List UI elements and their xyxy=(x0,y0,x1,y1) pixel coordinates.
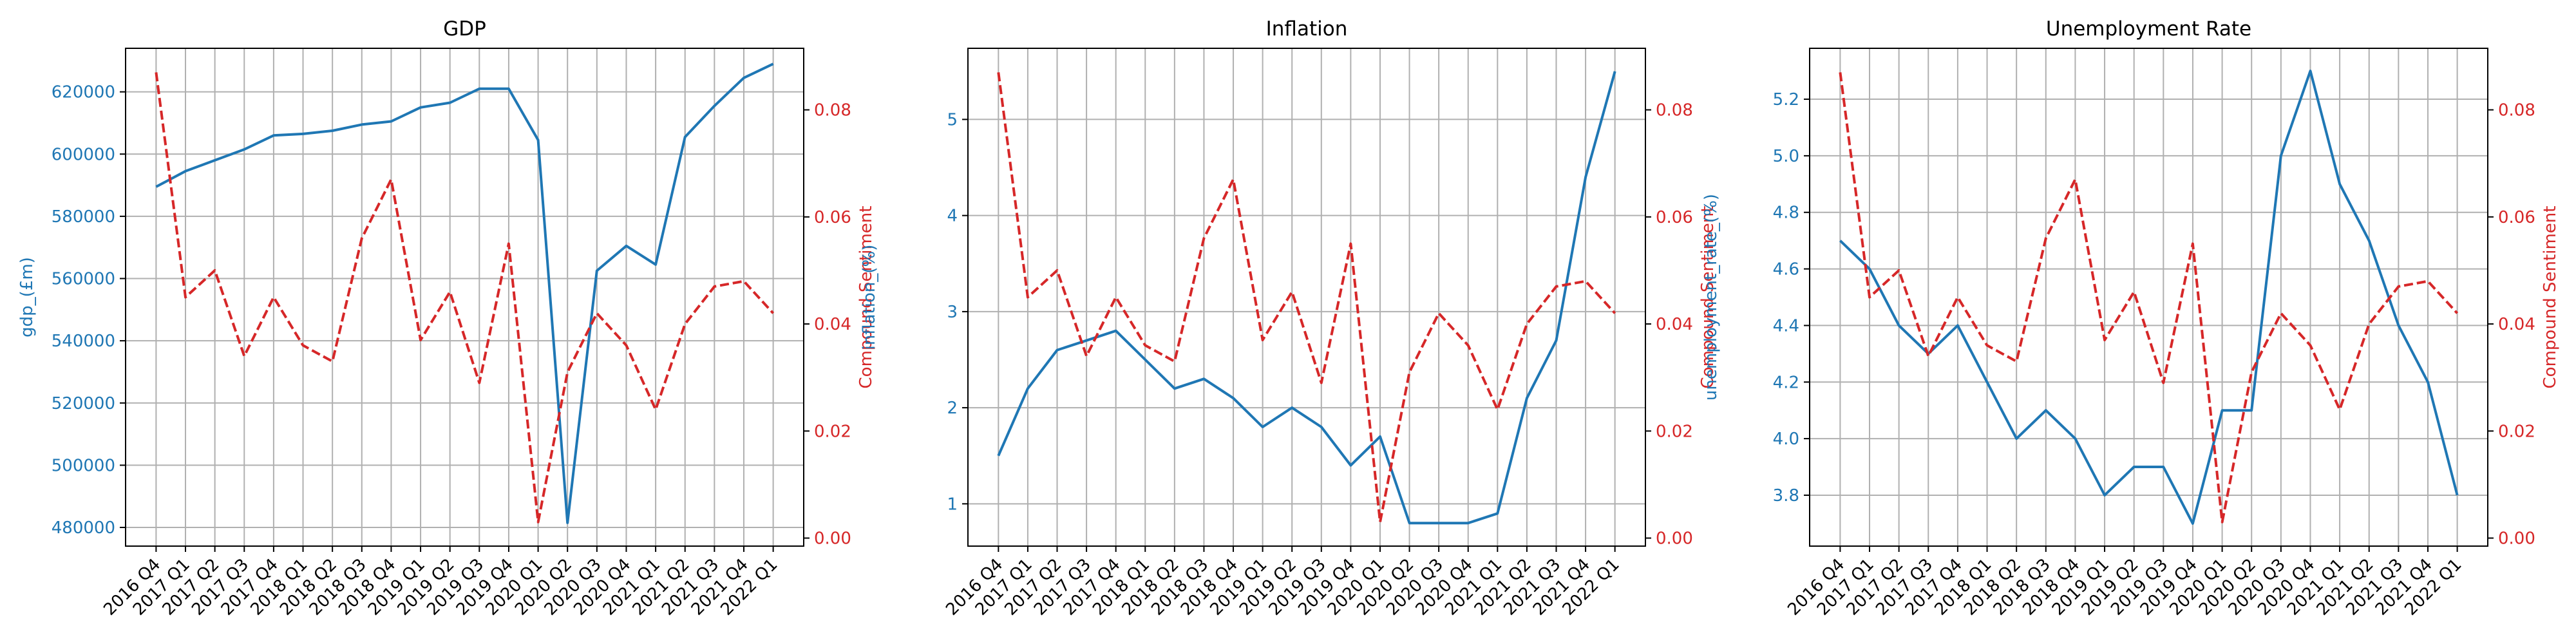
y-axis-label: inflation_(%) xyxy=(860,245,879,350)
y2-tick-label: 0.08 xyxy=(1656,101,1693,120)
sentiment-line xyxy=(1839,72,2459,524)
y-tick-label: 560000 xyxy=(52,270,115,289)
indicator-line xyxy=(1839,70,2459,525)
y-tick-label: 520000 xyxy=(52,394,115,413)
y-tick-label: 4.8 xyxy=(1773,204,1799,223)
y-axis-label: gdp_(£m) xyxy=(17,257,37,337)
y2-axis-label: Compound Sentiment xyxy=(857,206,876,389)
y2-axis-label: Compound Sentiment xyxy=(2541,206,2560,389)
y-tick-label: 500000 xyxy=(52,456,115,475)
chart-title: GDP xyxy=(443,17,486,41)
y-tick-label: 4.2 xyxy=(1773,373,1799,392)
y-tick-label: 4.4 xyxy=(1773,316,1799,336)
y2-tick-label: 0.04 xyxy=(2498,315,2535,334)
chart-panel-2: Unemployment Rate 3.8 4.0 4.2 4.4 4.6 4.8 5.0 5.… xyxy=(1701,17,2560,620)
indicator-line xyxy=(155,62,774,524)
y-tick-label: 4 xyxy=(947,207,958,226)
y-tick-label: 580000 xyxy=(52,207,115,227)
y2-tick-label: 0.00 xyxy=(1656,529,1693,549)
indicator-line xyxy=(997,71,1616,525)
y2-tick-label: 0.06 xyxy=(1656,208,1693,227)
y2-tick-label: 0.04 xyxy=(1656,315,1693,334)
y2-tick-label: 0.00 xyxy=(2498,529,2535,549)
axes-frame xyxy=(125,48,804,547)
y-tick-label: 5.2 xyxy=(1773,90,1799,109)
chart-title: Inflation xyxy=(1266,17,1348,41)
y2-tick-label: 0.08 xyxy=(2498,101,2535,120)
y2-tick-label: 0.00 xyxy=(814,529,851,549)
y2-tick-label: 0.06 xyxy=(2498,208,2535,227)
y-tick-label: 5.0 xyxy=(1773,147,1799,166)
y2-tick-label: 0.02 xyxy=(814,422,851,441)
y-tick-label: 2 xyxy=(947,399,958,418)
y-tick-label: 620000 xyxy=(52,83,115,102)
y-tick-label: 4.0 xyxy=(1773,430,1799,449)
chart-title: Unemployment Rate xyxy=(2046,17,2251,41)
y-tick-label: 480000 xyxy=(52,518,115,538)
axes-frame xyxy=(967,48,1646,547)
y-axis-label: unemployment_rate_(%) xyxy=(1701,194,1721,401)
y2-tick-label: 0.02 xyxy=(1656,422,1693,441)
y-tick-label: 5 xyxy=(947,110,958,129)
y2-tick-label: 0.04 xyxy=(814,315,851,334)
sentiment-line xyxy=(997,72,1616,524)
sentiment-line xyxy=(155,72,775,524)
y2-tick-label: 0.02 xyxy=(2498,422,2535,441)
y-tick-label: 3.8 xyxy=(1773,486,1799,506)
y-tick-label: 540000 xyxy=(52,332,115,351)
y-tick-label: 4.6 xyxy=(1773,260,1799,279)
y-tick-label: 600000 xyxy=(52,145,115,164)
y2-axis-label: Compound Sentiment xyxy=(1698,206,1718,389)
y-tick-label: 3 xyxy=(947,303,958,322)
y2-tick-label: 0.06 xyxy=(814,208,851,227)
y2-tick-label: 0.08 xyxy=(814,101,851,120)
axes-frame xyxy=(1809,48,2488,547)
chart-panel-0: GDP 480000 500000 520000 540000 560000 580000 6… xyxy=(17,17,876,620)
y-tick-label: 1 xyxy=(947,495,958,514)
